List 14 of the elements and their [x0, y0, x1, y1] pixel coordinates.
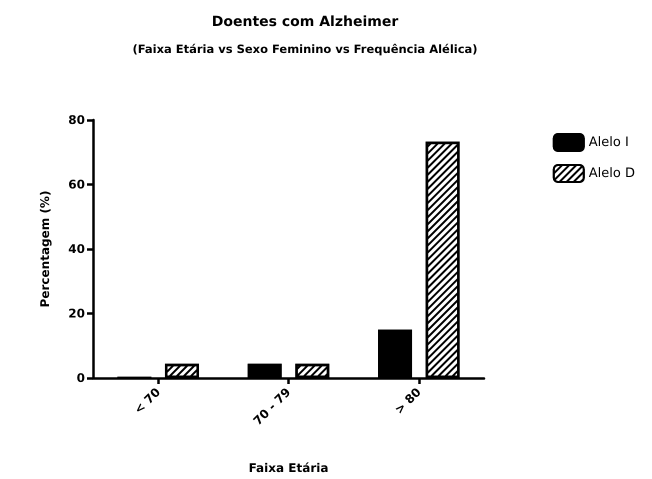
y-tick-label: 20 — [68, 306, 85, 320]
chart-subtitle: (Faixa Etária vs Sexo Feminino vs Frequência Alélica) — [132, 42, 478, 56]
y-tick-label: 80 — [68, 113, 85, 127]
x-tick-label: < 70 — [131, 385, 164, 417]
chart-title: Doentes com Alzheimer — [212, 14, 398, 30]
y-tick-label: 40 — [68, 242, 85, 256]
x-tick-label: 70 - 79 — [250, 385, 294, 428]
y-axis-title: Percentagem (%) — [38, 190, 52, 308]
x-axis-title: Faixa Etária — [248, 461, 328, 475]
y-tick-label: 60 — [68, 178, 85, 192]
legend-label: Alelo D — [588, 166, 636, 181]
legend-label: Alelo I — [588, 135, 629, 150]
y-tick-label: 0 — [76, 371, 85, 385]
x-tick-label: > 80 — [392, 385, 424, 417]
